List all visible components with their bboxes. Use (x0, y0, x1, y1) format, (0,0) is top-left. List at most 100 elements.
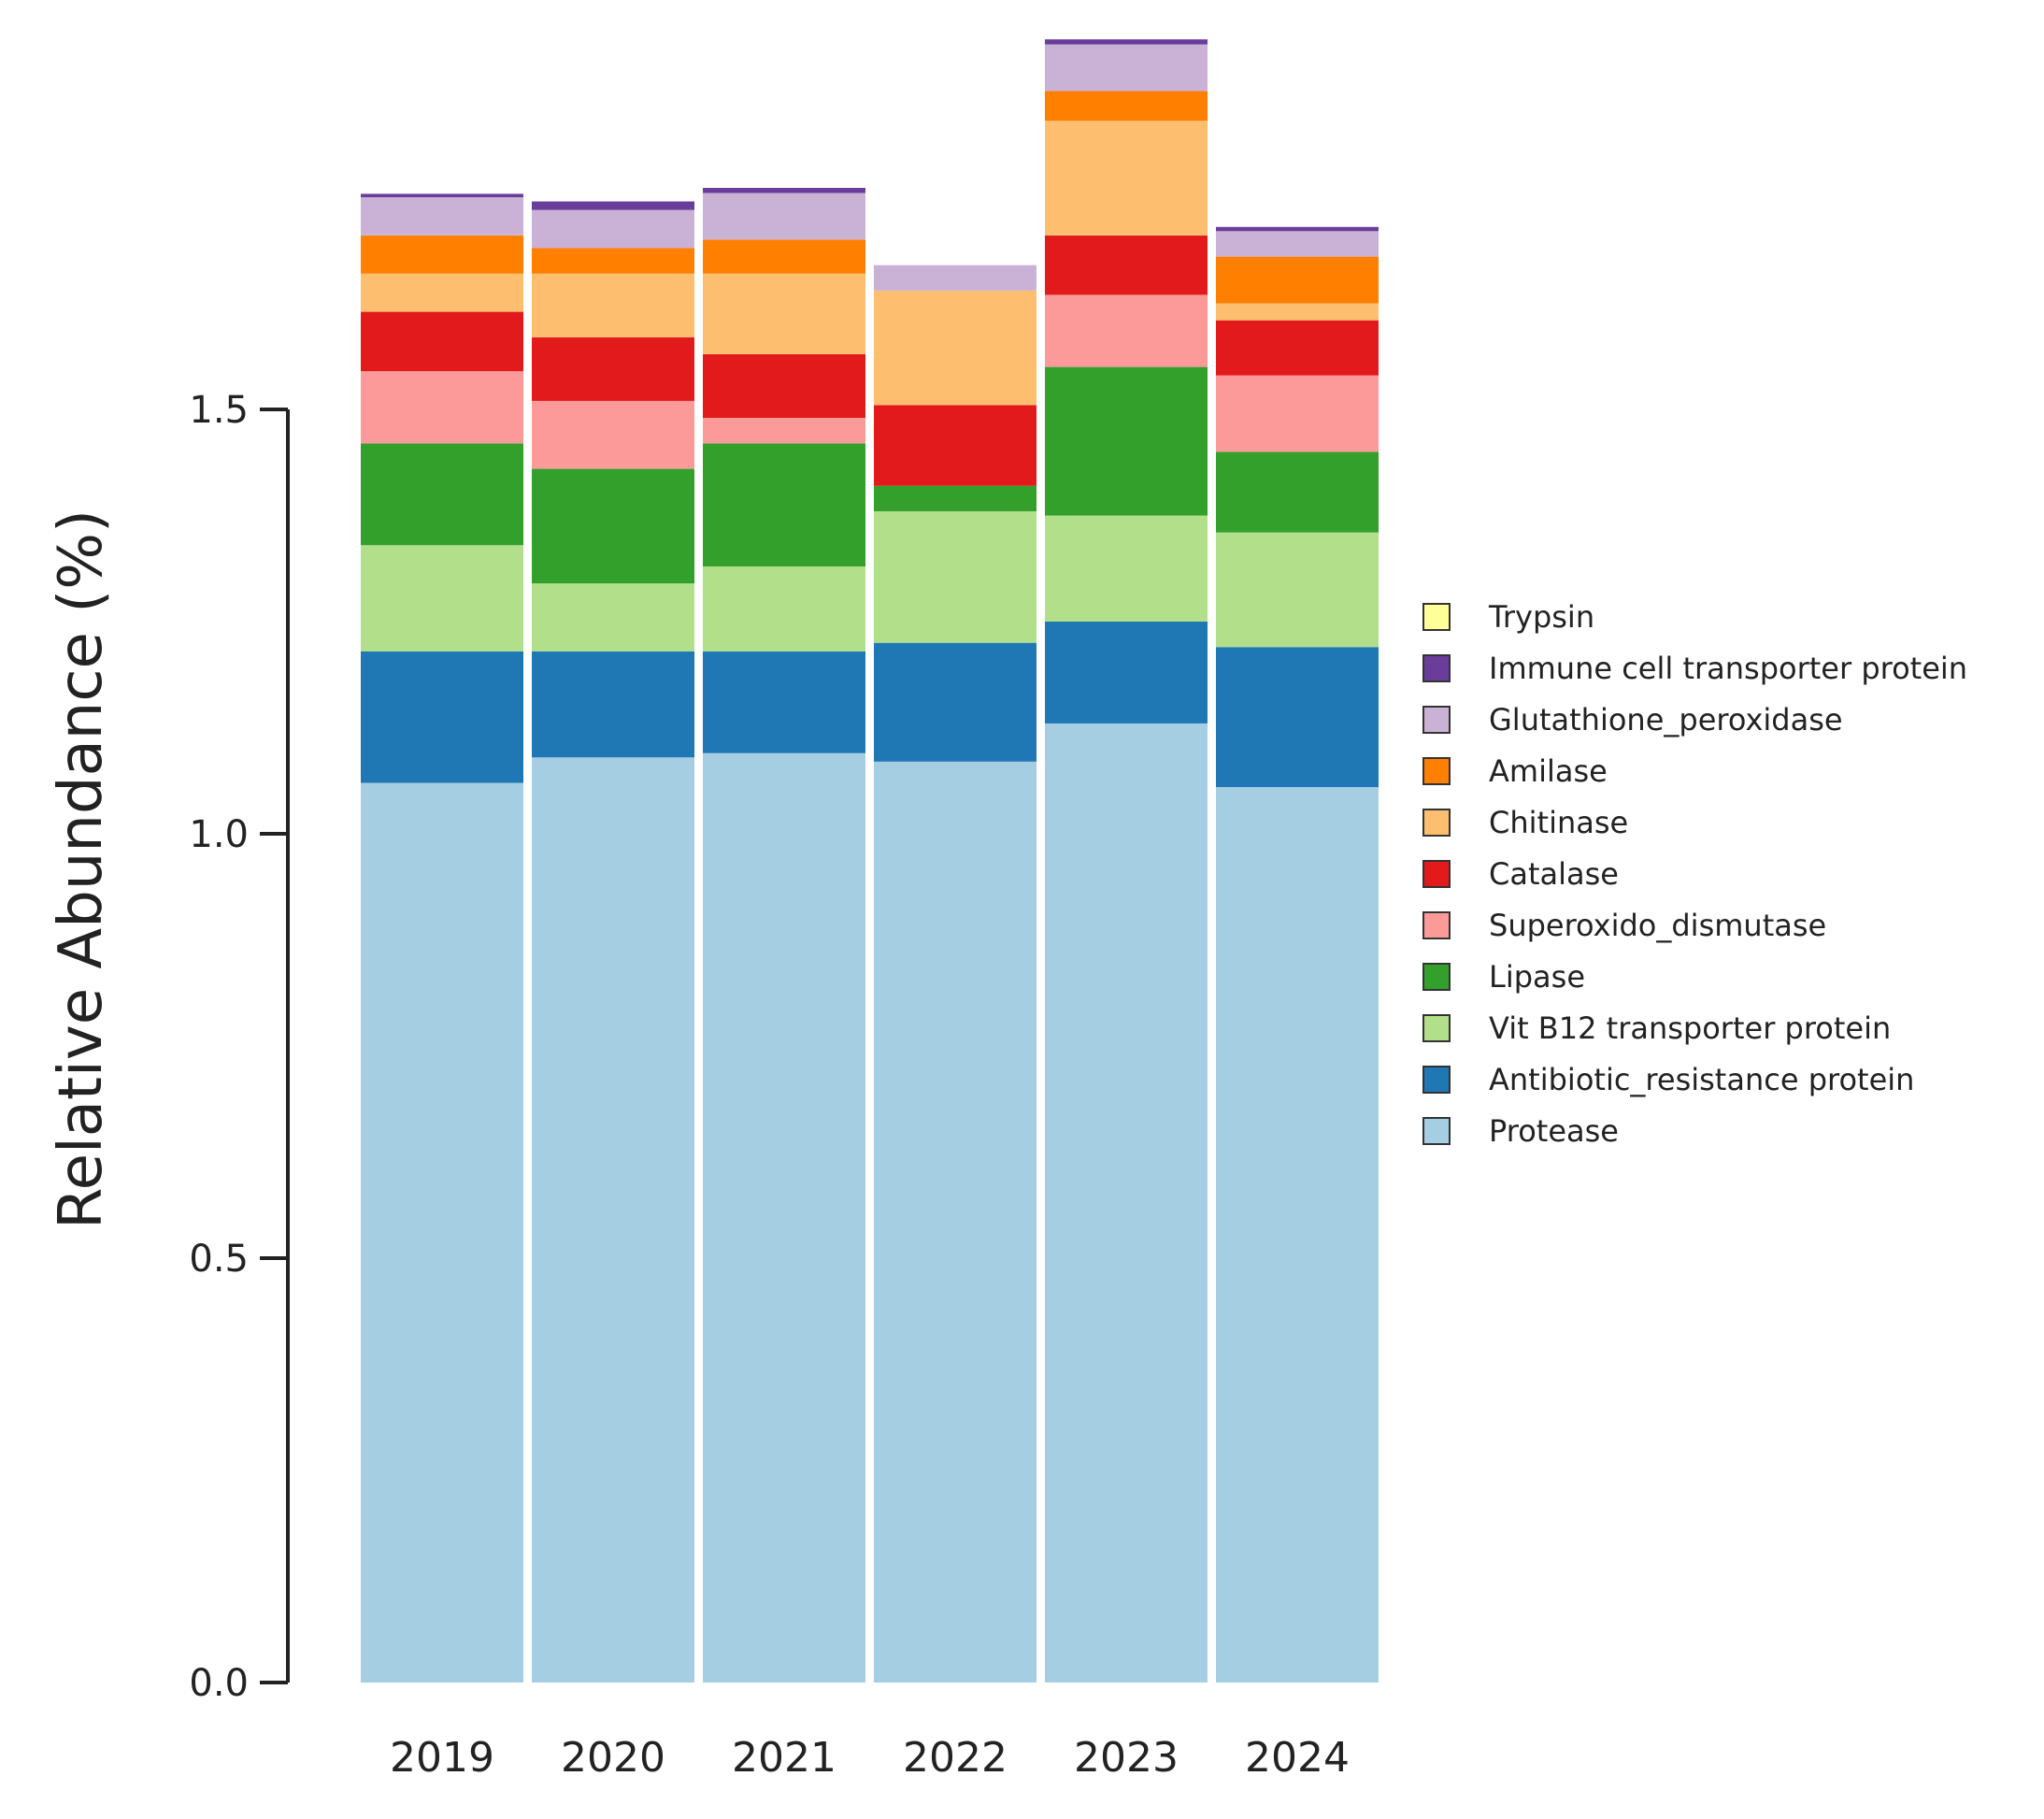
bar-segment-2019-vit-b12-transporter-protein (361, 545, 523, 652)
bar-segment-2024-chitinase (1216, 303, 1379, 321)
bar-segment-2022-antibiotic-resistance-protein (874, 642, 1036, 762)
bar-segment-2021-lipase (703, 443, 865, 566)
legend: Trypsin Immune cell transporter protein Gl… (1422, 599, 1967, 1149)
bar-segment-2021-glutathione-peroxidase (703, 193, 865, 240)
legend-item-vit-b12-transporter-protein: Vit B12 transporter protein (1422, 1010, 1891, 1046)
legend-item-immune-cell-transporter-protein: Immune cell transporter protein (1422, 651, 1967, 686)
bar-segment-2024-superoxido-dismutase (1216, 375, 1379, 452)
bar-segment-2020-chitinase (532, 273, 694, 337)
bar-segment-2024-amilase (1216, 256, 1379, 304)
legend-label-chitinase: Chitinase (1489, 805, 1628, 840)
bar-segment-2020-antibiotic-resistance-protein (532, 651, 694, 758)
bar-segment-2023-amilase (1045, 91, 1208, 122)
legend-swatch-catalase (1422, 860, 1451, 888)
bar-segment-2022-vit-b12-transporter-protein (874, 510, 1036, 643)
x-tick-label-2021: 2021 (732, 1734, 836, 1782)
bar-segment-2020-glutathione-peroxidase (532, 209, 694, 249)
legend-label-amilase: Amilase (1489, 753, 1608, 789)
bar-segment-2021-vit-b12-transporter-protein (703, 566, 865, 652)
bar-segment-2023-immune-cell-transporter-protein (1045, 39, 1208, 45)
y-tick-label-0.0: 0.0 (189, 1662, 249, 1705)
x-tick-label-2023: 2023 (1074, 1734, 1179, 1782)
legend-item-antibiotic-resistance-protein: Antibiotic_resistance protein (1422, 1062, 1914, 1097)
legend-item-trypsin: Trypsin (1422, 599, 1594, 635)
legend-item-glutathione-peroxidase: Glutathione_peroxidase (1422, 702, 1843, 738)
bar-segment-2024-lipase (1216, 451, 1379, 533)
y-axis-title: Relative Abundance (%) (47, 509, 116, 1229)
legend-item-superoxido-dismutase: Superoxido_dismutase (1422, 908, 1826, 943)
legend-label-trypsin: Trypsin (1488, 599, 1594, 635)
legend-label-protease: Protease (1489, 1113, 1619, 1149)
bar-segment-2023-protease (1045, 723, 1208, 1683)
y-tick-label-0.5: 0.5 (189, 1238, 249, 1281)
bar-segment-2024-vit-b12-transporter-protein (1216, 532, 1379, 648)
bar-segment-2019-amilase (361, 235, 523, 274)
bar-segment-2024-catalase (1216, 320, 1379, 376)
y-tick-label-1.5: 1.5 (189, 389, 249, 432)
legend-swatch-vit-b12-transporter-protein (1422, 1014, 1451, 1042)
bar-segment-2024-antibiotic-resistance-protein (1216, 647, 1379, 788)
x-tick-label-2024: 2024 (1245, 1734, 1350, 1782)
bar-segment-2022-lipase (874, 485, 1036, 511)
bar-segment-2023-catalase (1045, 235, 1208, 295)
legend-swatch-antibiotic-resistance-protein (1422, 1066, 1451, 1094)
x-axis-labels: 2019 2020 2021 2022 2023 2024 (390, 1734, 1350, 1782)
x-tick-label-2019: 2019 (390, 1734, 494, 1782)
bar-segment-2020-catalase (532, 337, 694, 401)
legend-label-vit-b12-transporter-protein: Vit B12 transporter protein (1489, 1010, 1891, 1046)
bar-segment-2019-superoxido-dismutase (361, 371, 523, 444)
bar-segment-2019-antibiotic-resistance-protein (361, 651, 523, 783)
legend-swatch-lipase (1422, 963, 1451, 991)
legend-label-superoxido-dismutase: Superoxido_dismutase (1489, 908, 1826, 943)
bar-segment-2023-glutathione-peroxidase (1045, 44, 1208, 92)
bar-segment-2021-immune-cell-transporter-protein (703, 188, 865, 193)
bar-segment-2019-glutathione-peroxidase (361, 197, 523, 236)
y-tick-label-1.0: 1.0 (189, 813, 249, 856)
bar-segment-2023-chitinase (1045, 121, 1208, 236)
bar-segment-2023-lipase (1045, 366, 1208, 516)
bar-segment-2024-glutathione-peroxidase (1216, 231, 1379, 257)
bar-segment-2023-vit-b12-transporter-protein (1045, 515, 1208, 622)
bar-segment-2020-superoxido-dismutase (532, 400, 694, 469)
x-tick-label-2020: 2020 (561, 1734, 665, 1782)
legend-swatch-chitinase (1422, 809, 1451, 837)
bar-segment-2021-protease (703, 752, 865, 1683)
legend-item-amilase: Amilase (1422, 753, 1608, 789)
legend-swatch-superoxido-dismutase (1422, 911, 1451, 939)
bar-segment-2023-superoxido-dismutase (1045, 294, 1208, 367)
bar-segment-2023-antibiotic-resistance-protein (1045, 622, 1208, 723)
bar-segment-2020-protease (532, 757, 694, 1683)
bar-segment-2022-protease (874, 761, 1036, 1683)
legend-swatch-glutathione-peroxidase (1422, 706, 1451, 734)
legend-label-lipase: Lipase (1489, 959, 1585, 995)
legend-swatch-amilase (1422, 757, 1451, 785)
bar-segment-2019-chitinase (361, 273, 523, 312)
bar-segment-2019-immune-cell-transporter-protein (361, 193, 523, 197)
bar-segment-2019-protease (361, 782, 523, 1683)
bar-segment-2021-chitinase (703, 273, 865, 354)
y-axis: 0.0 0.5 1.0 1.5 (189, 389, 290, 1705)
legend-label-catalase: Catalase (1489, 856, 1619, 892)
legend-swatch-trypsin (1422, 603, 1451, 631)
bar-segment-2021-superoxido-dismutase (703, 418, 865, 444)
bars-layer (361, 39, 1379, 1683)
bar-segment-2022-chitinase (874, 290, 1036, 406)
bar-segment-2019-lipase (361, 443, 523, 546)
bar-segment-2022-catalase (874, 405, 1036, 486)
bar-segment-2020-lipase (532, 468, 694, 584)
legend-label-antibiotic-resistance-protein: Antibiotic_resistance protein (1489, 1062, 1914, 1097)
legend-swatch-protease (1422, 1117, 1451, 1145)
x-tick-label-2022: 2022 (903, 1734, 1008, 1782)
legend-item-lipase: Lipase (1422, 959, 1585, 995)
bar-segment-2021-catalase (703, 353, 865, 419)
legend-swatch-immune-cell-transporter-protein (1422, 654, 1451, 682)
bar-segment-2021-amilase (703, 239, 865, 274)
legend-label-glutathione-peroxidase: Glutathione_peroxidase (1489, 702, 1843, 738)
bar-segment-2020-amilase (532, 248, 694, 274)
legend-item-chitinase: Chitinase (1422, 805, 1628, 840)
bar-segment-2024-immune-cell-transporter-protein (1216, 226, 1379, 232)
legend-item-protease: Protease (1422, 1113, 1619, 1149)
bar-segment-2020-vit-b12-transporter-protein (532, 583, 694, 652)
